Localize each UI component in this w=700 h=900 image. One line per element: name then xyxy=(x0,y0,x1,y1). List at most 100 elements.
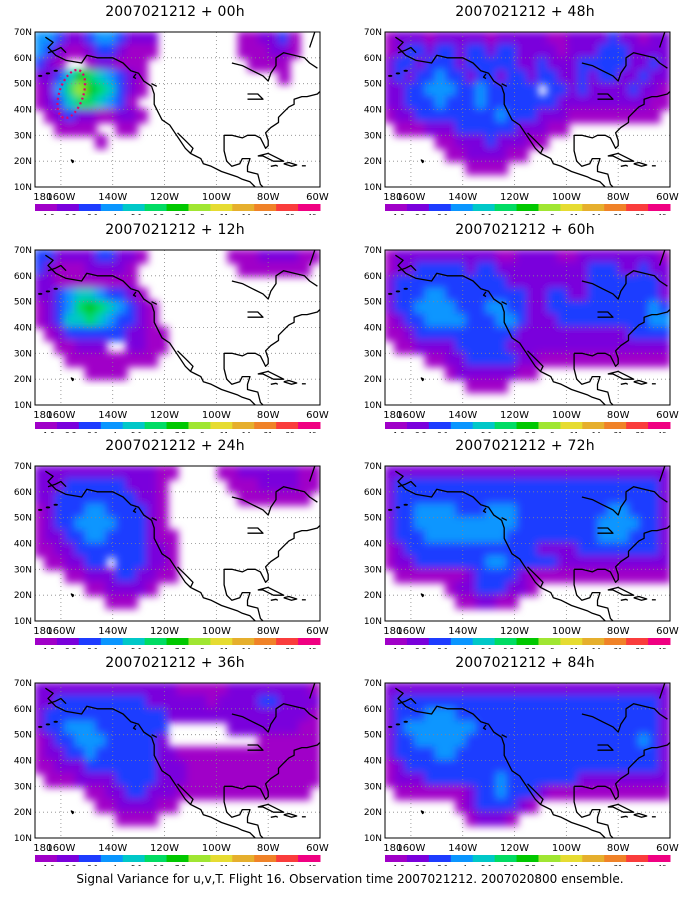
field-cell xyxy=(424,287,437,303)
colorbar-label: 7.5 xyxy=(525,647,536,649)
field-cell xyxy=(475,121,488,137)
field-cell xyxy=(587,555,600,571)
coastline xyxy=(573,353,614,405)
figure-caption: Signal Variance for u,v,T. Flight 16. Ob… xyxy=(76,872,624,886)
field-cell xyxy=(658,300,670,316)
field-cell xyxy=(135,313,148,329)
field-cell xyxy=(618,108,631,124)
field-cell xyxy=(404,69,417,85)
field-cell xyxy=(268,32,281,46)
field-cell xyxy=(618,43,631,59)
field-cell xyxy=(638,490,651,506)
colorbar-label: 21 xyxy=(614,647,623,649)
coastline xyxy=(231,486,318,516)
field-cell xyxy=(385,32,397,46)
aleutian-island xyxy=(53,720,58,723)
field-cell xyxy=(465,365,478,381)
aleutian-island xyxy=(403,69,408,72)
field-cell xyxy=(135,477,148,493)
coastline xyxy=(395,254,607,405)
field-cell xyxy=(74,542,87,558)
colorbar-label: 40 xyxy=(658,864,667,866)
aleutian-island xyxy=(395,506,401,509)
colorbar-label: 3.1 xyxy=(437,431,448,433)
field-cell xyxy=(485,313,498,329)
field-cell xyxy=(54,707,67,723)
field-cell xyxy=(54,516,67,532)
lon-label: 120W xyxy=(500,410,529,421)
field-cell xyxy=(557,300,570,316)
field-cell xyxy=(95,516,108,532)
field-cell xyxy=(237,250,250,264)
field-cell xyxy=(536,720,549,736)
lon-label: 180 xyxy=(33,843,52,854)
field-cell xyxy=(628,250,641,264)
field-cell xyxy=(597,555,610,571)
field-cell xyxy=(455,555,468,571)
field-cell xyxy=(95,772,108,788)
field-cell xyxy=(95,352,108,368)
field-cell xyxy=(64,250,77,264)
field-cell xyxy=(495,798,509,814)
field-cell xyxy=(247,683,260,697)
field-cell xyxy=(536,683,549,697)
field-cell xyxy=(628,516,641,532)
field-cell xyxy=(257,477,271,493)
aleutian-island xyxy=(395,290,401,293)
coastline xyxy=(607,586,635,596)
field-cell xyxy=(495,339,509,355)
field-cell xyxy=(536,287,549,303)
lat-label: 30N xyxy=(14,349,32,359)
field-cell xyxy=(495,694,509,710)
field-cell xyxy=(64,300,77,316)
lon-label: 140W xyxy=(448,626,477,637)
field-cell xyxy=(434,250,448,264)
field-cell xyxy=(247,694,260,710)
field-cell xyxy=(385,542,397,558)
field-cell xyxy=(156,529,169,545)
coastline xyxy=(177,566,194,588)
field-cell xyxy=(618,477,631,493)
colorbar-swatch xyxy=(35,204,58,211)
field-cell xyxy=(577,720,590,736)
colorbar-swatch xyxy=(298,204,321,211)
field-cell xyxy=(115,555,128,571)
field-cell xyxy=(54,477,67,493)
field-cell xyxy=(84,326,98,342)
field-cell xyxy=(658,683,670,697)
field-cell xyxy=(135,32,148,46)
colorbar-swatch xyxy=(648,638,671,645)
lon-label: 80W xyxy=(607,192,630,203)
field-cell xyxy=(54,300,67,316)
colorbar-swatch xyxy=(538,204,561,211)
colorbar-swatch xyxy=(648,204,671,211)
field-cell xyxy=(455,759,468,775)
field-cell xyxy=(278,69,291,85)
field-cell xyxy=(658,56,670,72)
lon-label: 180 xyxy=(383,626,402,637)
field-cell xyxy=(385,490,397,506)
field-cell xyxy=(404,82,417,98)
field-cell xyxy=(455,694,468,710)
field-cell xyxy=(288,720,301,736)
field-cell xyxy=(424,694,437,710)
field-cell xyxy=(567,529,580,545)
coastline xyxy=(527,350,544,372)
field-cell xyxy=(115,529,128,545)
field-cell xyxy=(64,733,77,749)
lat-label: 10N xyxy=(364,183,382,193)
coastline xyxy=(581,52,668,82)
lon-label: 160W xyxy=(396,843,425,854)
coastline xyxy=(597,93,614,100)
field-cell xyxy=(105,683,118,697)
panel-title: 2007021212 + 00h xyxy=(105,4,245,20)
variance-field xyxy=(385,32,670,187)
field-cell xyxy=(607,759,621,775)
field-cell xyxy=(84,516,98,532)
field-cell xyxy=(567,477,580,493)
field-cell xyxy=(135,43,148,59)
field-cell xyxy=(74,733,87,749)
field-cell xyxy=(35,32,47,46)
coastline xyxy=(420,377,425,382)
